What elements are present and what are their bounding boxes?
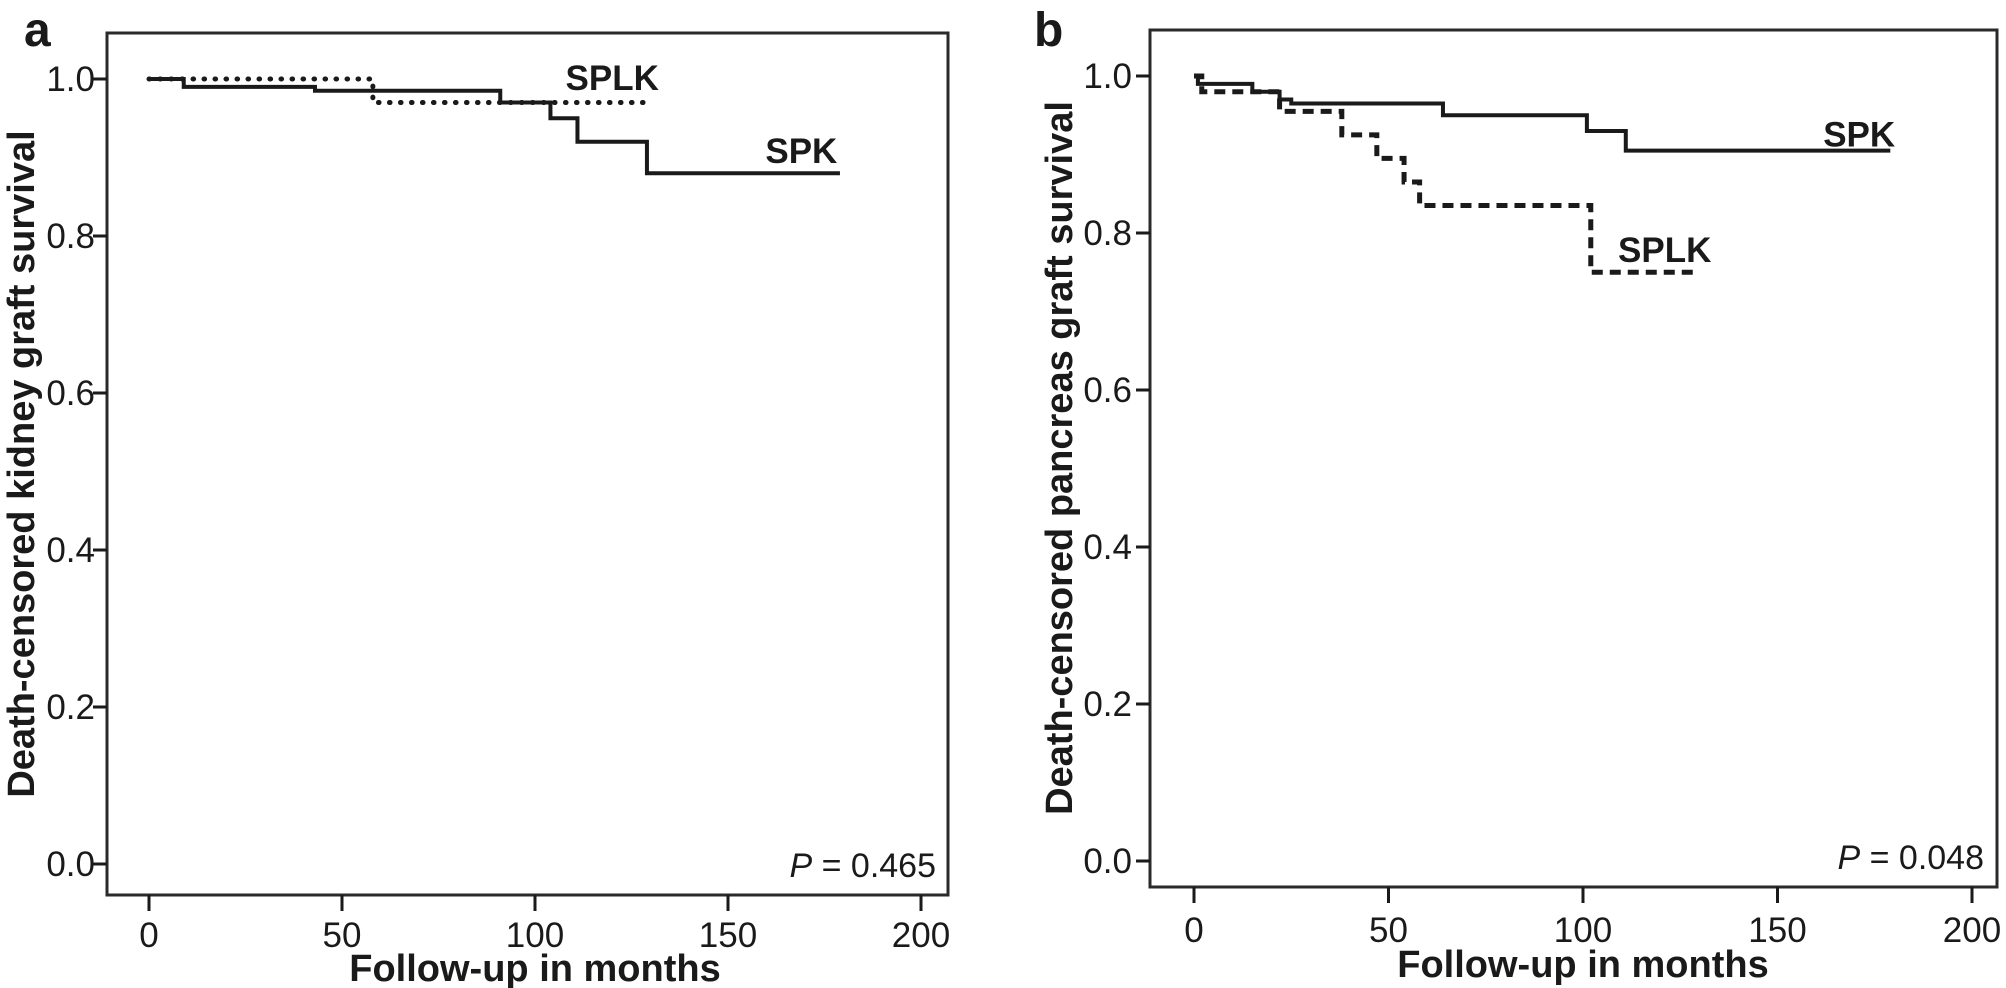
- x-axis-tick-label: 150: [699, 916, 757, 955]
- panel-letter-a: a: [24, 4, 51, 57]
- x-axis-tick-label: 200: [892, 916, 950, 955]
- p-value-annotation: P = 0.048: [1837, 839, 1984, 877]
- x-axis-tick-label: 0: [139, 916, 158, 955]
- y-axis-tick-label: 0.8: [46, 217, 95, 256]
- y-axis-tick-label: 0.0: [46, 845, 95, 884]
- survival-curve-spk: [149, 77, 840, 176]
- y-axis-tick-label: 0.6: [1083, 371, 1132, 410]
- p-symbol: P: [789, 847, 812, 885]
- x-axis-tick-label: 50: [1369, 911, 1408, 950]
- x-axis-tick-label: 0: [1184, 911, 1203, 950]
- y-axis-tick-label: 1.0: [1083, 57, 1132, 96]
- y-axis-tick-label: 0.2: [46, 688, 95, 727]
- x-axis-title: Follow-up in months: [349, 948, 720, 988]
- y-axis-title: Death-censored pancreas graft survival: [1039, 101, 1081, 815]
- survival-curve-spk: [1194, 74, 1891, 153]
- panel-b: 0 50 100 150 200 0.0 0.2 0.4 0.6 0.8 1.0 Follow-up …: [1034, 4, 2001, 986]
- x-axis-tick-label: 50: [323, 916, 362, 955]
- y-axis-tick-label: 0.8: [1083, 214, 1132, 253]
- x-axis-tick-label: 200: [1943, 911, 2001, 950]
- p-symbol: P: [1837, 839, 1860, 877]
- y-axis-tick-label: 0.4: [46, 531, 95, 570]
- y-axis-tick-label: 0.6: [46, 374, 95, 413]
- plot-frame: [1148, 28, 1999, 889]
- curve-label-splk: SPLK: [566, 59, 659, 98]
- panel-letter-b: b: [1034, 4, 1063, 57]
- y-axis-tick-label: 1.0: [46, 60, 95, 99]
- curve-label-splk: SPLK: [1618, 231, 1711, 270]
- x-axis-tick-label: 150: [1748, 911, 1806, 950]
- x-axis-title: Follow-up in months: [1397, 944, 1768, 986]
- y-axis-tick-label: 0.4: [1083, 528, 1132, 567]
- curve-label-spk: SPK: [765, 132, 837, 171]
- p-value-annotation: P = 0.465: [789, 847, 936, 885]
- p-value-text: = 0.048: [1860, 839, 1984, 877]
- y-axis-title: Death-censored kidney graft survival: [1, 130, 43, 797]
- survival-curve-splk: [1194, 73, 1696, 275]
- plot-frame: [105, 31, 950, 897]
- x-axis-tick-label: 100: [506, 916, 564, 955]
- x-axis-tick-label: 100: [1554, 911, 1612, 950]
- y-axis-tick-label: 0.0: [1083, 842, 1132, 881]
- y-axis-tick-label: 0.2: [1083, 685, 1132, 724]
- curve-label-spk: SPK: [1823, 116, 1895, 155]
- survival-curve-splk: [146, 76, 650, 106]
- p-value-text: = 0.465: [812, 847, 936, 885]
- panel-a: 0 50 100 150 200 0.0 0.2 0.4 0.6 0.8 1.0 Follow-up …: [1, 4, 950, 988]
